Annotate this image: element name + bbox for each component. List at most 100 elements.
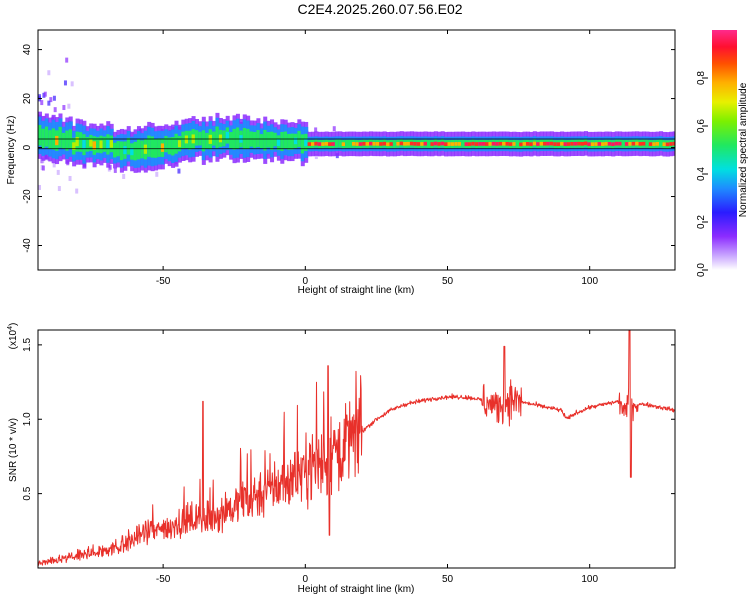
spectrogram-cell: [171, 137, 176, 156]
spectrogram-cell: [396, 141, 401, 146]
spectrogram-y-axis: -40 -20 0 20 40: [22, 44, 675, 253]
spectrogram-cell: [519, 142, 524, 147]
spectrogram-cell: [334, 139, 339, 148]
spectrogram-cell: [662, 142, 667, 147]
spectrogram-cell: [212, 131, 217, 146]
snr-y-axis: 0.5 1.0 1.5: [22, 337, 675, 501]
spectrogram-cell: [635, 141, 640, 146]
spectrogram-cell: [604, 141, 609, 146]
spectrogram-cell: [61, 132, 66, 149]
colorbar: 0.0 0.2 0.4 0.6 0.8 Normalized spectral ampl…: [696, 30, 749, 277]
figure-title: C2E4.2025.260.07.56.E02: [297, 1, 462, 17]
spectrogram-cell: [573, 141, 578, 146]
spectrogram-cell: [119, 141, 124, 161]
spectrogram-cell: [78, 137, 83, 147]
spectrogram-cell: [304, 138, 309, 147]
spectrogram-cell: [140, 140, 145, 159]
spectrogram-cell: [205, 132, 210, 149]
spectrogram-panel: -50 0 50 100 -40 -20 0 20 40 Height of straight…: [6, 29, 676, 296]
spectrogram-cell: [580, 141, 585, 146]
spectrogram-cell: [628, 142, 633, 146]
spectrogram-cell: [508, 142, 513, 146]
snr-multiplier-close: ): [8, 323, 19, 326]
spectrogram-cell: [437, 142, 442, 146]
spectrogram-cell: [406, 141, 411, 146]
spectrogram-cell: [92, 141, 97, 150]
spectrogram-cell: [133, 141, 138, 161]
spectrogram-cell: [375, 142, 380, 146]
spectrogram-speckle: [56, 169, 60, 175]
snr-y-tick-label: 1.5: [22, 337, 33, 351]
spectrogram-cell: [389, 142, 394, 146]
spectrogram-cell: [341, 142, 346, 146]
spectrogram-cell: [491, 141, 496, 146]
spectrogram-cell: [41, 128, 46, 149]
spectrogram-cell: [515, 140, 520, 149]
spectrogram-cell: [283, 131, 288, 149]
spectrogram-x-tick-label: 100: [581, 276, 598, 287]
snr-multiplier-exponent: 4: [7, 326, 14, 330]
spectrogram-cell: [590, 142, 595, 146]
spectrogram-x-axis: -50 0 50 100: [156, 30, 598, 287]
snr-plot-area: [38, 330, 675, 568]
spectrogram-cell: [311, 142, 316, 146]
spectrogram-cell: [502, 141, 507, 146]
colorbar-tick-label: 0.4: [696, 167, 707, 181]
spectrogram-cell: [652, 142, 657, 146]
spectrogram-cell: [235, 127, 240, 149]
colorbar-label: Normalized spectral amplitude: [738, 82, 749, 217]
spectrogram-cell: [621, 139, 626, 149]
spectrogram-cell: [624, 142, 629, 146]
spectrogram-cell: [348, 139, 353, 148]
spectrogram-cell: [522, 142, 527, 146]
spectrogram-speckle: [63, 80, 67, 86]
spectrogram-cell: [324, 141, 329, 146]
spectrogram-cell: [44, 126, 49, 147]
spectrogram-cell: [136, 139, 141, 160]
spectrogram-cell: [566, 142, 571, 146]
spectrogram-cell: [201, 130, 206, 152]
spectrogram-cell: [328, 142, 333, 146]
spectrogram-cell: [618, 141, 623, 146]
spectrogram-cell: [266, 132, 271, 148]
spectrogram-speckle: [177, 168, 181, 174]
svg-text:(x104): (x104): [7, 323, 19, 350]
spectrogram-cell: [539, 141, 544, 146]
snr-y-tick-label: 1.0: [22, 412, 33, 426]
spectrogram-cell: [560, 141, 565, 146]
spectrogram-cell: [280, 131, 285, 152]
spectrogram-cell: [614, 141, 619, 146]
spectrogram-cell: [358, 142, 363, 146]
spectrogram-speckle: [314, 154, 318, 160]
spectrogram-cell: [584, 141, 589, 146]
spectrogram-cell: [215, 126, 220, 149]
spectrogram-cell: [106, 139, 111, 150]
spectrogram-cell: [532, 141, 537, 146]
spectrogram-cell: [669, 142, 674, 146]
spectrogram-speckle: [52, 162, 56, 168]
spectrogram-cell: [307, 142, 312, 146]
spectrogram-cell: [96, 137, 101, 153]
spectrogram-speckle: [38, 94, 42, 100]
spectrogram-speckle: [62, 105, 66, 111]
spectrogram-cell: [75, 137, 80, 147]
spectrogram-cell: [420, 142, 425, 146]
spectrogram-cell: [423, 141, 428, 146]
spectrogram-cell: [481, 142, 486, 146]
spectrogram-cell: [495, 142, 500, 146]
spectrogram-cell: [427, 139, 432, 149]
spectrogram-cell: [447, 142, 452, 146]
spectrogram-cell: [85, 137, 90, 152]
spectrogram-cell: [454, 142, 459, 146]
spectrogram-cell: [194, 130, 199, 146]
spectrogram-y-tick-label: 0: [22, 144, 33, 150]
spectrogram-y-tick-label: 40: [22, 44, 33, 56]
spectrogram-cell: [474, 142, 479, 146]
spectrogram-x-tick-label: -50: [156, 276, 171, 287]
spectrogram-cell: [587, 142, 592, 146]
spectrogram-cell: [461, 139, 466, 148]
spectrogram-speckle: [47, 70, 51, 76]
spectrogram-cell: [467, 142, 472, 146]
spectrogram-speckle: [113, 167, 117, 173]
colorbar-ticks: 0.0 0.2 0.4 0.6 0.8: [696, 71, 708, 277]
